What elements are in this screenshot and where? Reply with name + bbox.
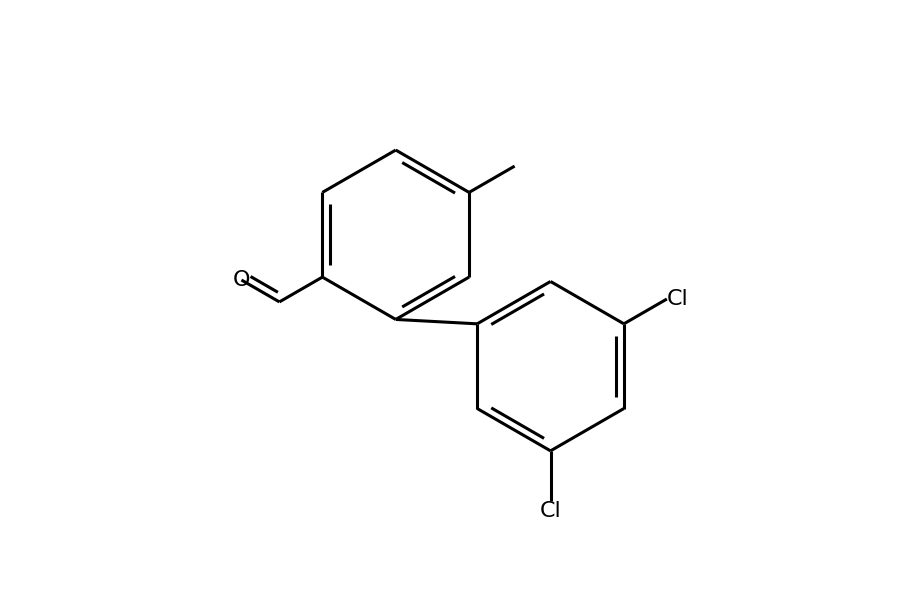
Text: Cl: Cl [539,501,561,520]
Text: O: O [233,270,250,290]
Text: Cl: Cl [666,289,688,309]
